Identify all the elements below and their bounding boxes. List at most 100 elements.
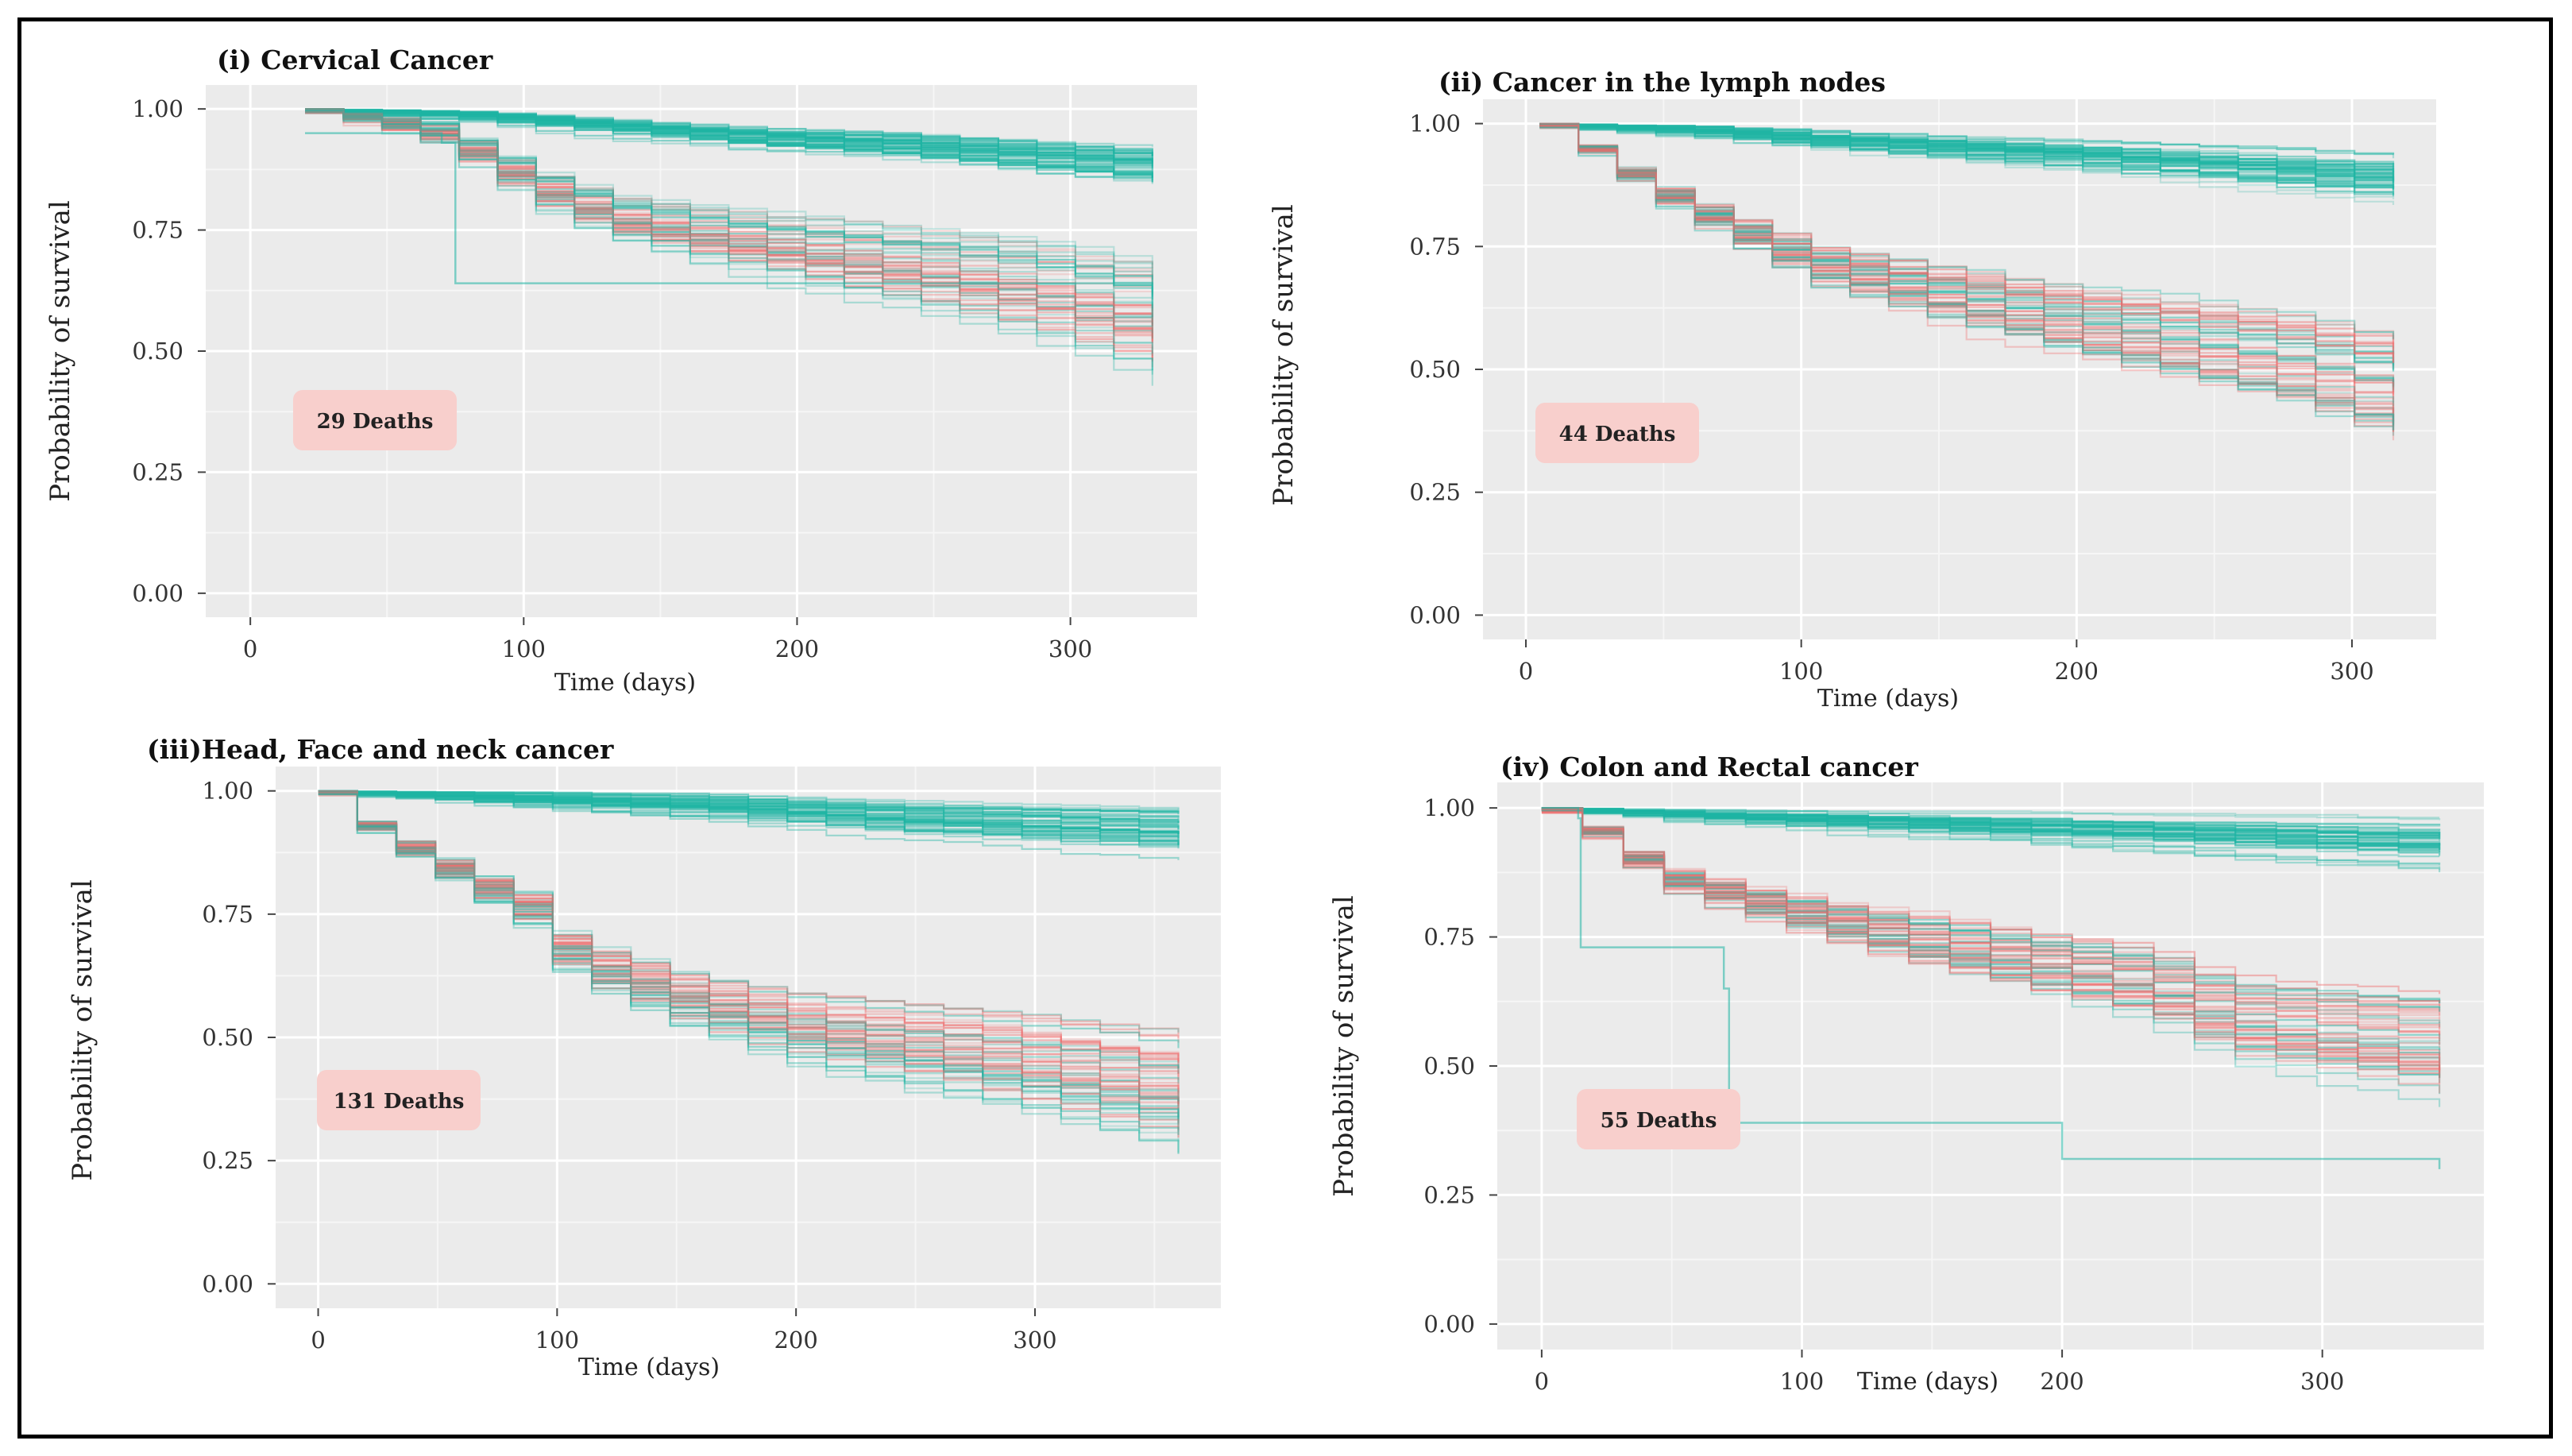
y-tick-label: 0.75 [202, 901, 253, 928]
survival-curve [305, 108, 1153, 163]
survival-curve [318, 792, 1180, 1069]
survival-curve [318, 790, 1180, 1105]
survival-curve [1541, 810, 2441, 1068]
survival-curve [1539, 124, 2395, 400]
survival-curve [305, 110, 1153, 269]
survival-curve [1539, 126, 2395, 371]
survival-curve [305, 108, 1153, 360]
series-high-risk [318, 790, 1180, 1154]
survival-curve [318, 793, 1180, 1132]
survival-curve [1541, 812, 2441, 1084]
survival-curve [1539, 127, 2395, 413]
survival-curve [1539, 123, 2395, 341]
y-tick-label: 1.00 [202, 778, 253, 805]
survival-curve [1541, 807, 2441, 1061]
survival-curve [305, 109, 1153, 317]
survival-curve [1541, 809, 2441, 856]
survival-curve [1541, 808, 2441, 1039]
survival-curve [318, 790, 1180, 1104]
survival-curve [1541, 806, 2441, 1169]
survival-curve [1541, 807, 2441, 1003]
survival-curve [1541, 808, 2441, 1037]
survival-curve [1541, 808, 2441, 865]
series-low-risk [318, 790, 1180, 860]
survival-curve [318, 792, 1180, 832]
survival-curve [1541, 809, 2441, 1016]
y-tick-label: 0.25 [132, 458, 183, 485]
survival-curve [1541, 810, 2441, 1006]
survival-curve [1539, 126, 2395, 353]
survival-curve [318, 791, 1179, 813]
survival-curve [1541, 808, 2441, 1045]
y-tick-label: 0.00 [132, 580, 183, 607]
survival-curve [318, 791, 1180, 848]
survival-curve [1539, 122, 2395, 363]
survival-curve [318, 793, 1180, 1153]
survival-curve [1541, 807, 2441, 834]
survival-curve [305, 110, 1153, 289]
survival-curve [1539, 123, 2395, 173]
survival-curve [305, 109, 1153, 338]
survival-curve [1539, 126, 2395, 431]
survival-curve [318, 794, 1180, 1118]
survival-curve [318, 791, 1180, 1061]
survival-curve [1539, 125, 2395, 355]
survival-curve [305, 109, 1153, 174]
survival-curve [305, 109, 1153, 170]
survival-curve [1541, 807, 2441, 852]
survival-curve [1539, 126, 2395, 431]
series-outlier [305, 132, 1154, 318]
survival-curve [318, 790, 1180, 1049]
survival-curve [1541, 807, 2441, 846]
survival-curve [318, 791, 1180, 1038]
survival-curve [305, 111, 1153, 370]
survival-curve [305, 110, 1153, 178]
survival-curve [318, 790, 1180, 813]
death-count-label: 29 Deaths [317, 410, 434, 434]
survival-curve [1539, 125, 2395, 358]
series-high-risk [305, 108, 1153, 386]
chart-title: (ii) Cancer in the lymph nodes [1439, 67, 1886, 98]
survival-curve [1539, 123, 2395, 427]
chart-panel-3: 0 100 200 300 0.00 0.25 0.50 0.75 1.00 (iii)Head,… [67, 734, 1221, 1381]
survival-curve [1539, 123, 2395, 387]
survival-curve [1539, 125, 2395, 354]
survival-curve [318, 790, 1180, 1034]
y-tick-label: 0.50 [202, 1024, 253, 1051]
survival-curve [305, 108, 1153, 335]
series-low-risk [1541, 807, 2441, 873]
survival-curve [318, 790, 1180, 1069]
survival-curve [318, 793, 1180, 845]
series-high-risk [1541, 807, 2441, 1107]
survival-curve [305, 110, 1153, 342]
survival-curve [1539, 124, 2395, 344]
survival-curve [1541, 809, 2441, 1107]
survival-curve [1541, 807, 2441, 836]
survival-curve [318, 791, 1180, 1130]
survival-curve [1541, 809, 2441, 1072]
survival-curve [1539, 125, 2395, 441]
survival-curve [1539, 123, 2395, 424]
y-axis-label: Probability of survival [1328, 895, 1360, 1197]
x-axis-label: Time (days) [1857, 1368, 1999, 1396]
survival-curve [318, 790, 1180, 834]
survival-curve [1539, 123, 2395, 155]
survival-curve [1541, 809, 2441, 865]
survival-curve [318, 791, 1180, 1103]
survival-curve [305, 108, 1153, 268]
survival-curve [305, 110, 1153, 184]
survival-curve [318, 793, 1180, 1069]
figure-frame: 0 100 200 300 0.00 0.25 0.50 0.75 1.00 (i) Cervic… [17, 17, 2553, 1439]
survival-curve [1541, 809, 2440, 846]
survival-curve [305, 110, 1153, 375]
survival-curve [318, 790, 1180, 810]
survival-curve [318, 793, 1180, 1063]
survival-curve [305, 110, 1153, 271]
x-tick-label: 300 [1013, 1327, 1056, 1354]
survival-curve [305, 112, 1153, 368]
survival-curve [305, 108, 1153, 156]
y-tick-label: 0.75 [1409, 233, 1461, 260]
survival-curve [305, 109, 1153, 277]
survival-curve [1541, 808, 2441, 1083]
x-tick-label: 0 [311, 1327, 325, 1354]
